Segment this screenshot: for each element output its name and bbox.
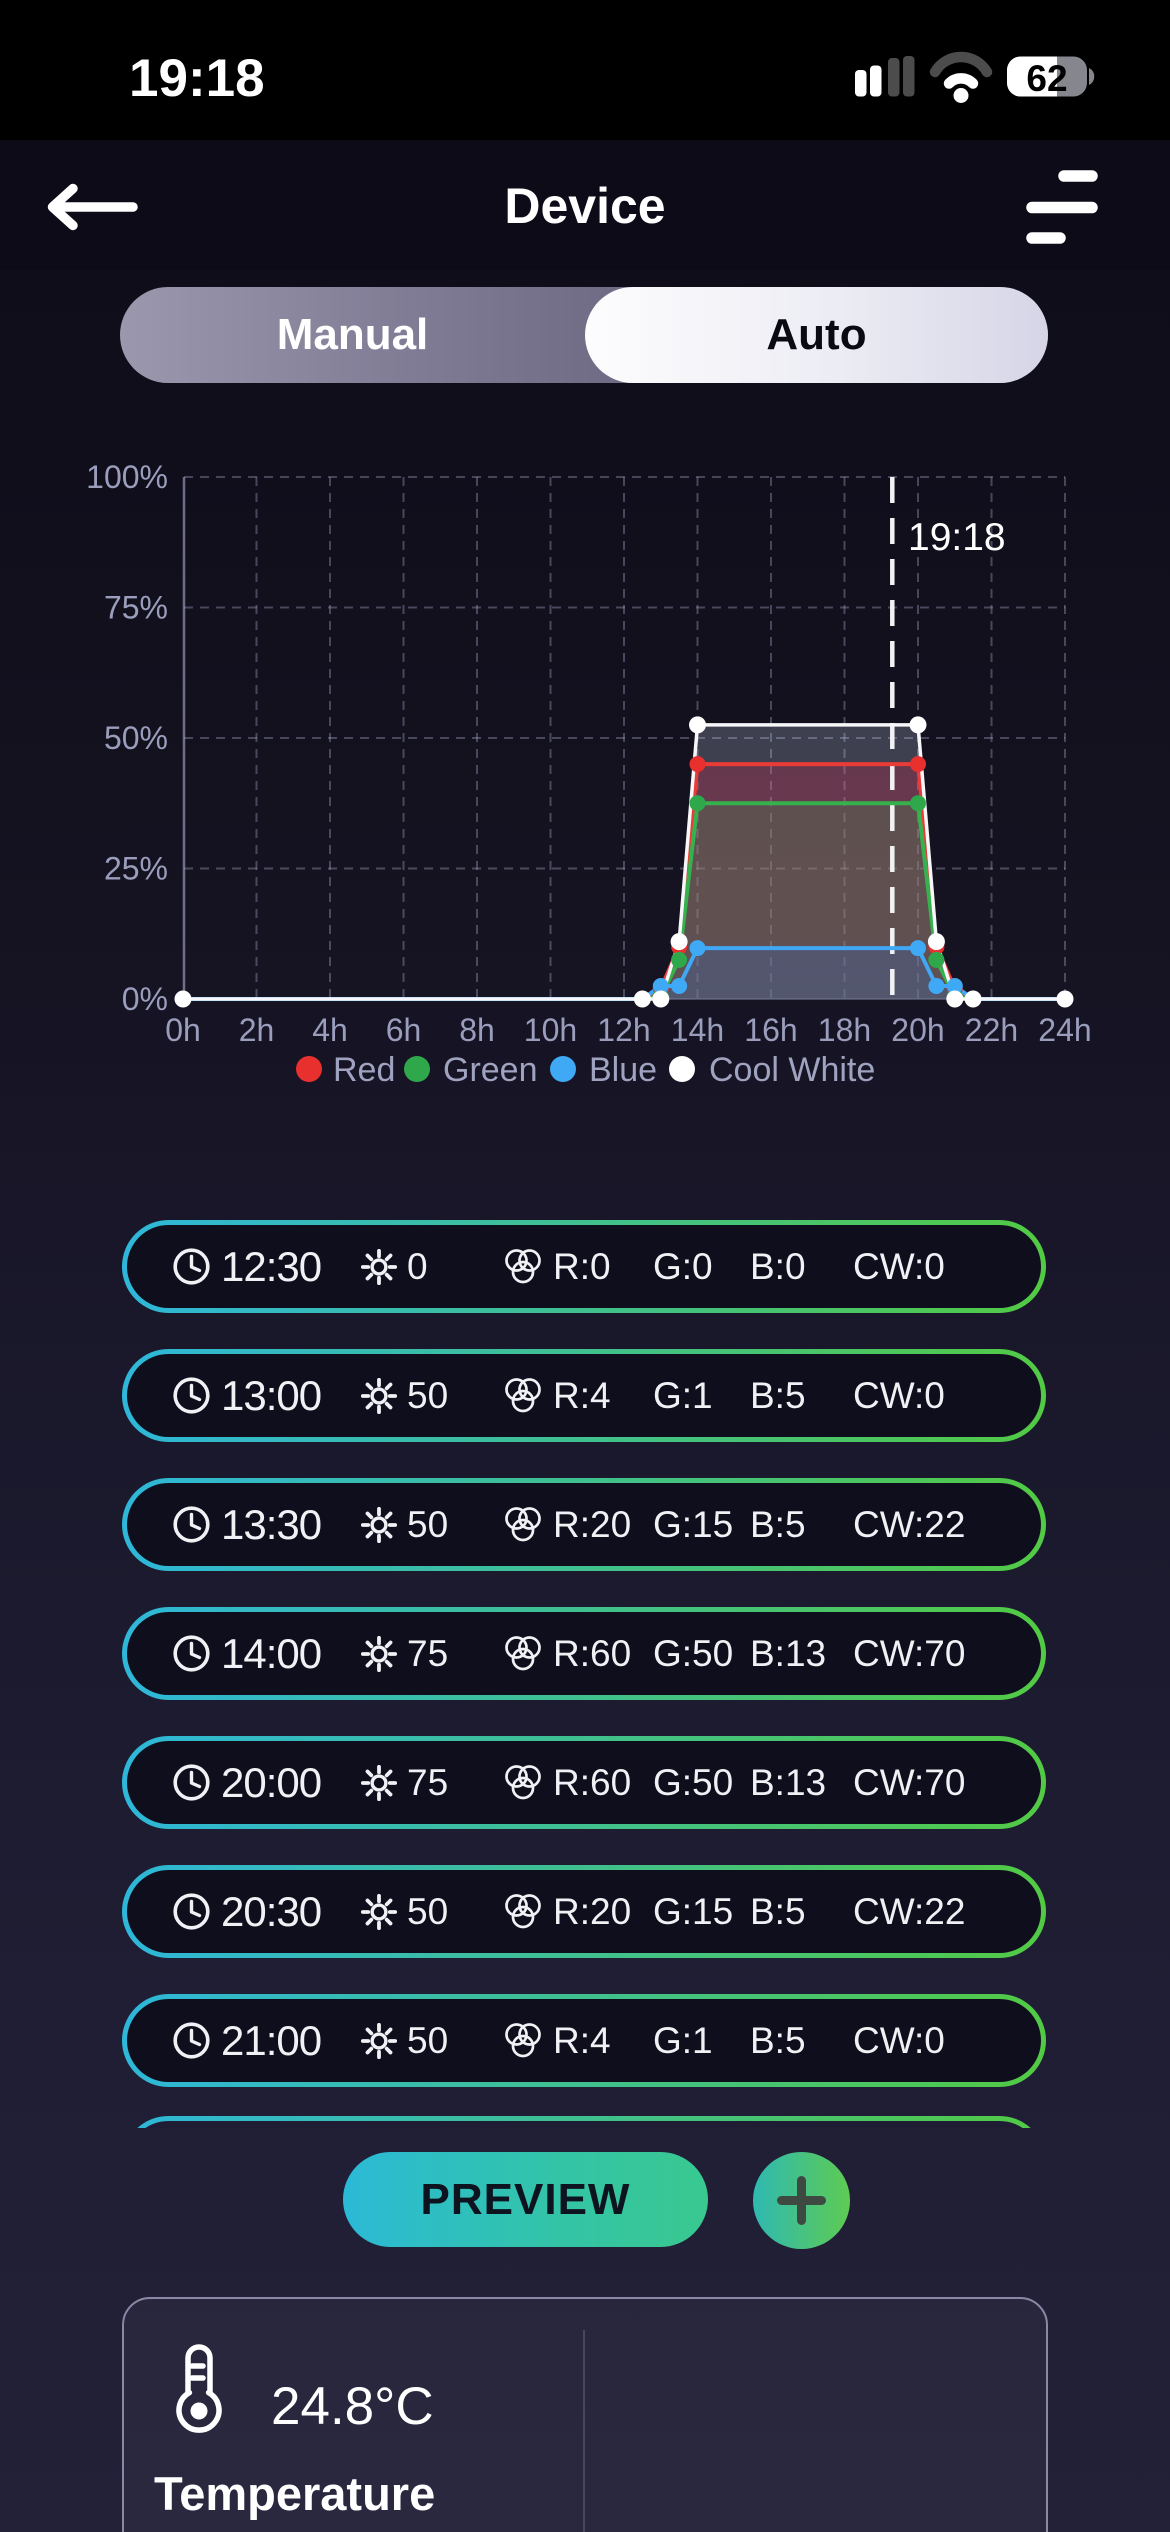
- svg-text:18h: 18h: [818, 1012, 871, 1048]
- svg-text:25%: 25%: [104, 851, 168, 887]
- svg-text:0h: 0h: [165, 1012, 201, 1048]
- svg-text:Red: Red: [333, 1051, 395, 1089]
- svg-text:50%: 50%: [104, 720, 168, 756]
- svg-text:10h: 10h: [524, 1012, 577, 1048]
- svg-text:100%: 100%: [86, 459, 168, 495]
- svg-text:24h: 24h: [1038, 1012, 1091, 1048]
- svg-text:Blue: Blue: [589, 1051, 657, 1089]
- svg-text:12h: 12h: [597, 1012, 650, 1048]
- svg-text:75%: 75%: [104, 590, 168, 626]
- svg-text:19:18: 19:18: [908, 516, 1006, 559]
- svg-text:8h: 8h: [459, 1012, 495, 1048]
- svg-text:0%: 0%: [122, 981, 168, 1017]
- svg-text:6h: 6h: [386, 1012, 422, 1048]
- svg-text:Cool White: Cool White: [709, 1051, 875, 1089]
- svg-text:4h: 4h: [312, 1012, 348, 1048]
- svg-text:Green: Green: [443, 1051, 538, 1089]
- svg-text:2h: 2h: [239, 1012, 275, 1048]
- svg-text:14h: 14h: [671, 1012, 724, 1048]
- svg-text:62: 62: [1026, 58, 1067, 99]
- svg-text:22h: 22h: [965, 1012, 1018, 1048]
- svg-text:16h: 16h: [744, 1012, 797, 1048]
- svg-text:20h: 20h: [891, 1012, 944, 1048]
